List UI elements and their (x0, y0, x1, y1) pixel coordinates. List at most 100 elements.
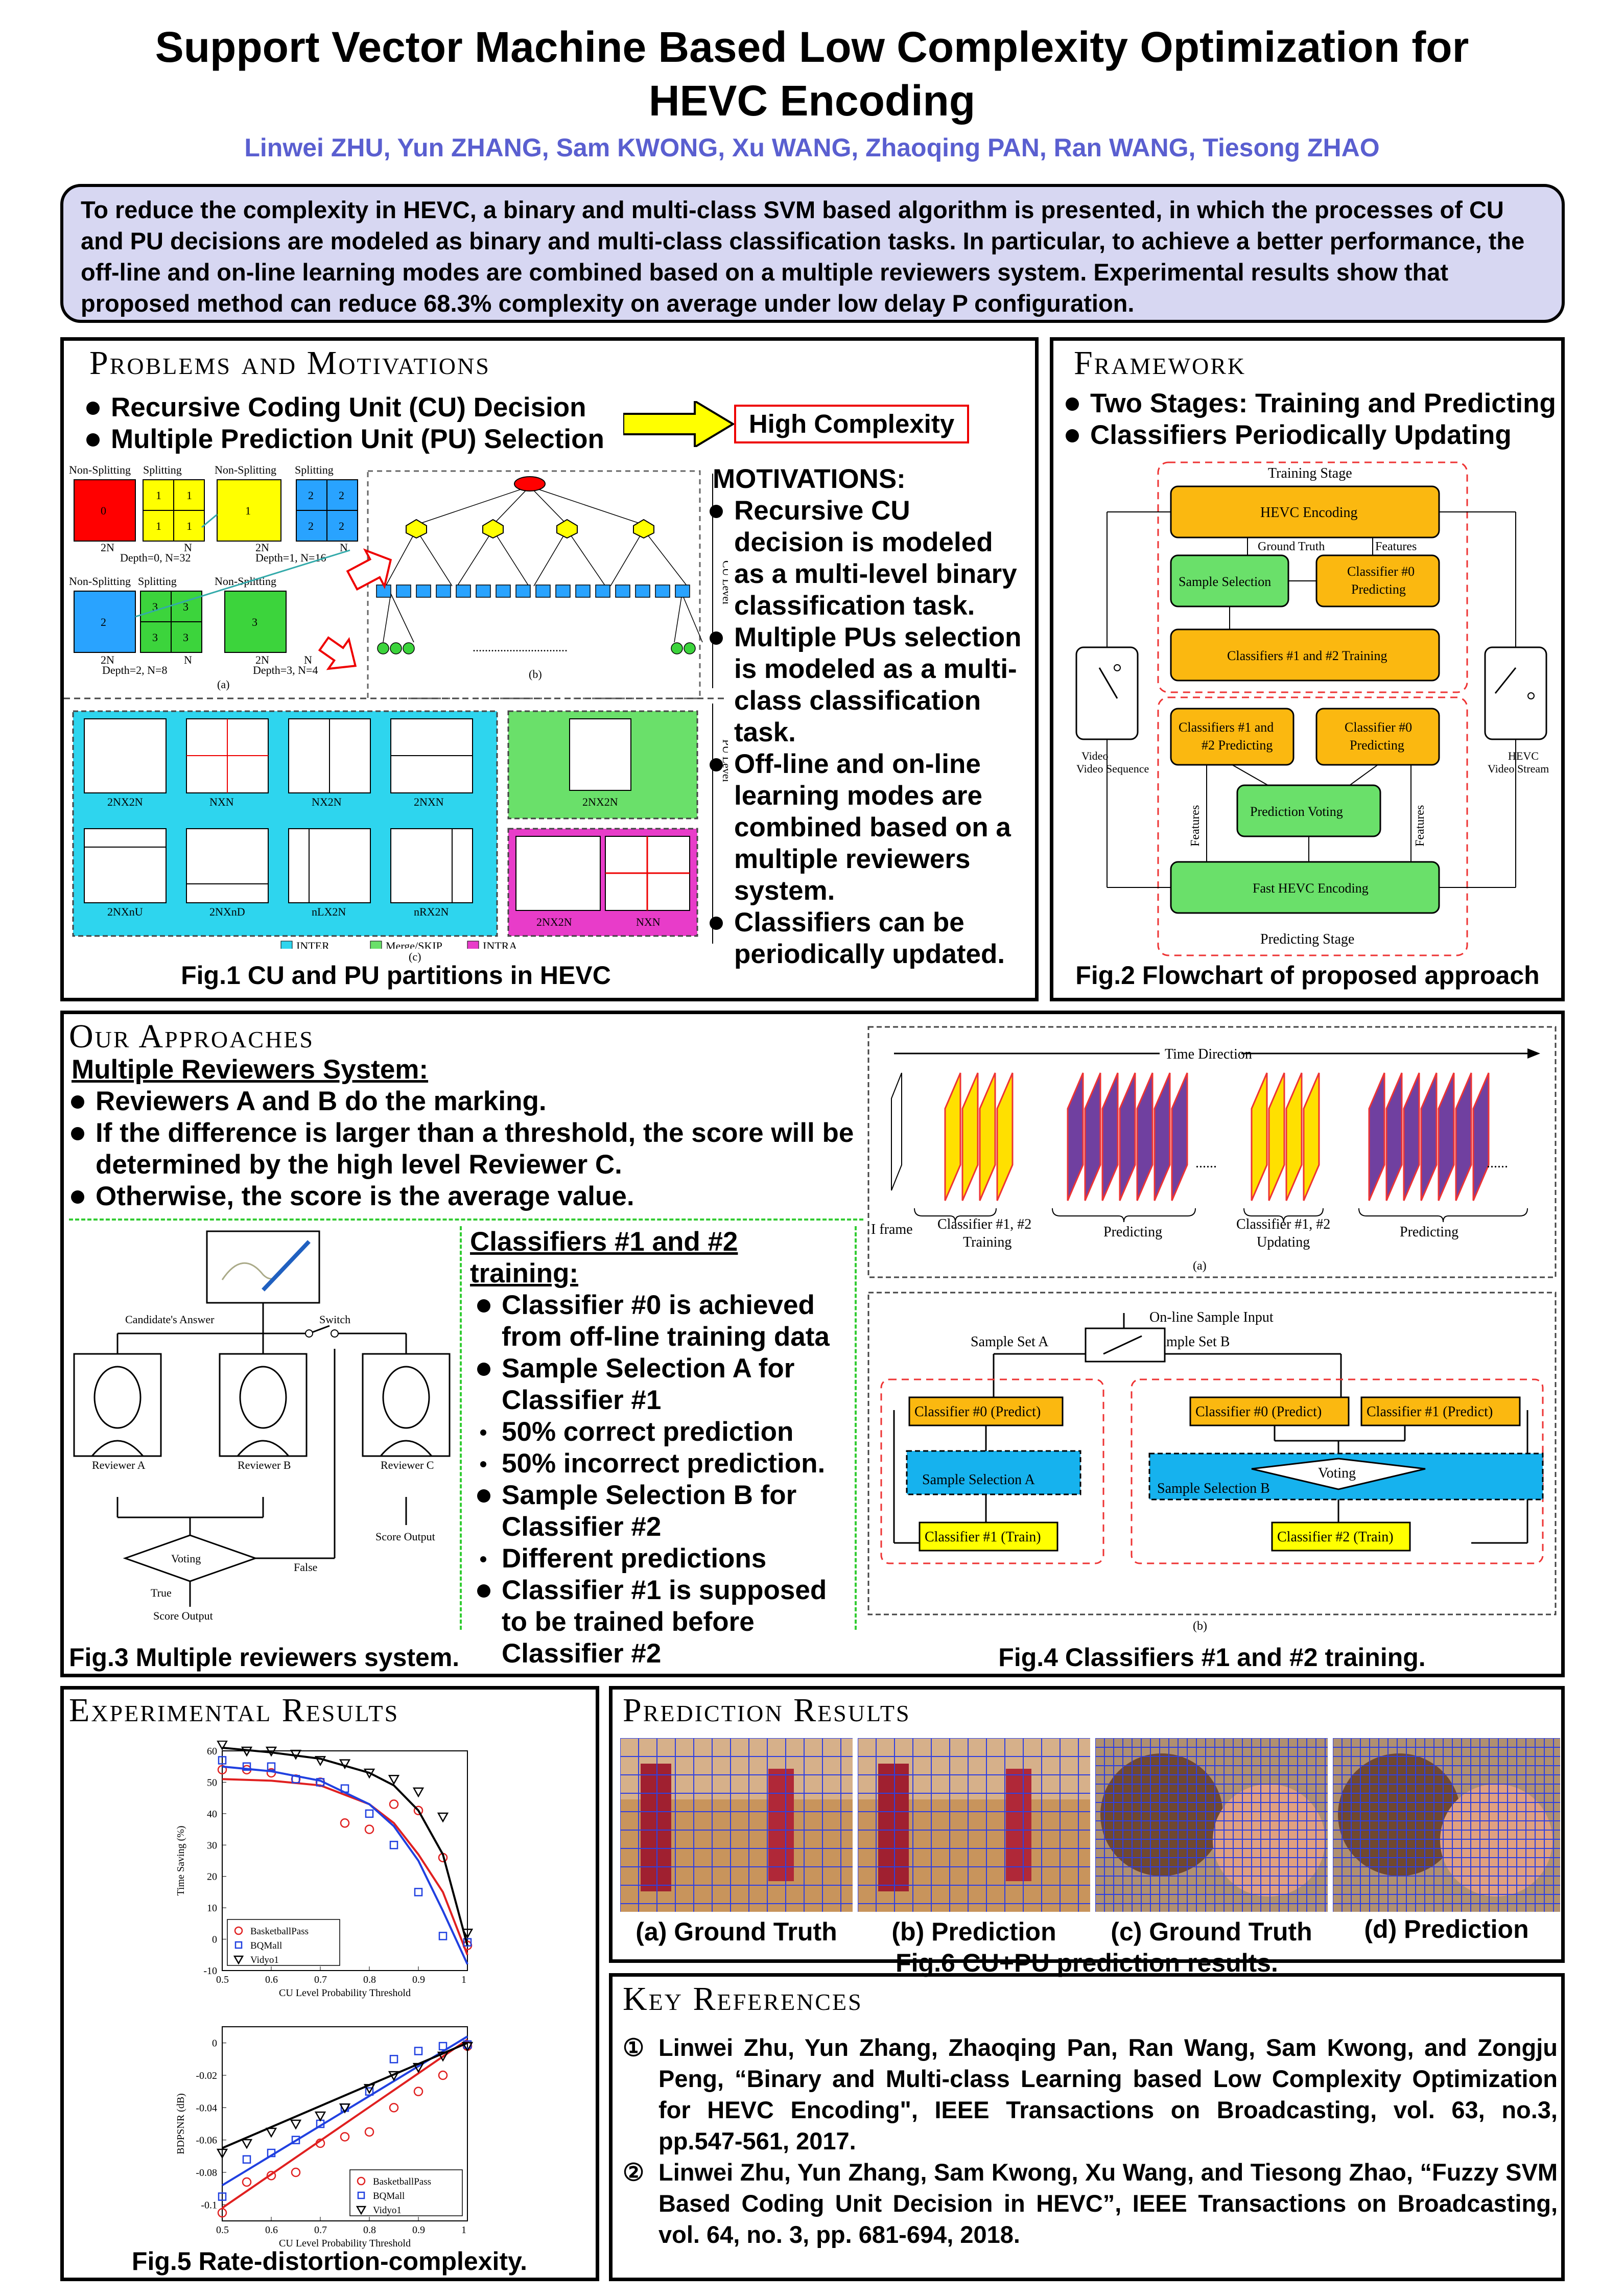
data-point (389, 1799, 399, 1809)
pu-shape (84, 828, 167, 903)
approach-bullet: Reviewers A and B do the marking. (64, 1086, 861, 1117)
data-point (437, 1812, 449, 1823)
svg-text:Time Direction: Time Direction (1165, 1046, 1252, 1062)
y-tick-label: 60 (207, 1746, 217, 1757)
motivation-item: Multiple PUs selection is modeled as a m… (702, 622, 1024, 748)
data-point (413, 2087, 423, 2096)
svg-text:1: 1 (156, 489, 161, 502)
data-point (364, 2127, 374, 2137)
data-point (412, 2063, 425, 2073)
video-frame (1101, 1072, 1119, 1201)
green-dashed-vertical (460, 1226, 462, 1630)
video-frame (1438, 1072, 1455, 1201)
prediction-label-d: (d) Prediction (1364, 1915, 1529, 1943)
x-tick-label: 0.8 (363, 1974, 376, 1985)
y-tick-label: -10 (203, 1965, 217, 1977)
cu-leaf (436, 584, 451, 598)
svg-text:2NX2N: 2NX2N (582, 795, 618, 808)
svg-text:Predicting Stage: Predicting Stage (1260, 931, 1354, 947)
svg-text:Sample Selection B: Sample Selection B (1157, 1481, 1270, 1496)
svg-text:Training: Training (963, 1234, 1011, 1250)
video-frame (1285, 1072, 1303, 1201)
label-non-splitting: Non-Splitting (69, 463, 131, 476)
data-point (388, 1775, 400, 1785)
video-frame (1136, 1072, 1154, 1201)
training-item: 50% correct prediction (470, 1416, 853, 1448)
data-point (363, 1768, 375, 1779)
video-frame (1119, 1072, 1136, 1201)
data-point (266, 2171, 276, 2181)
svg-text:#2 Predicting: #2 Predicting (1202, 738, 1273, 753)
problem-bullet: Multiple Prediction Unit (PU) Selection (79, 424, 667, 455)
y-tick-label: -0.04 (196, 2102, 217, 2114)
training-item: Classifier #0 is achieved from off-line … (470, 1290, 853, 1353)
prediction-panel: Prediction Results (a) Ground Truth (b) … (609, 1686, 1565, 1977)
prediction-label-a: (a) Ground Truth (636, 1917, 837, 1946)
training-item: Classifier #1 is supposed to be trained … (470, 1575, 853, 1670)
cu-leaf (515, 584, 531, 598)
video-frame (1084, 1072, 1101, 1201)
svg-text:Predicting: Predicting (1103, 1224, 1162, 1240)
video-frame (961, 1072, 979, 1201)
data-point (461, 1929, 474, 1939)
cu-leaf (376, 584, 391, 598)
svg-text:Classifier #0 (Predict): Classifier #0 (Predict) (1195, 1404, 1322, 1420)
svg-text:Score Output: Score Output (375, 1530, 435, 1543)
y-tick-label: 50 (207, 1777, 217, 1788)
cu-leaf (416, 584, 431, 598)
svg-text:Predicting: Predicting (1351, 582, 1406, 597)
svg-text:N: N (304, 653, 312, 666)
svg-text:......: ...... (1195, 1155, 1217, 1171)
svg-text:Classifiers #1 and: Classifiers #1 and (1179, 720, 1274, 735)
pu-label: 2NXnD (209, 905, 245, 918)
pu-label: 2NXnU (107, 905, 143, 918)
training-list: Classifier #0 is achieved from off-line … (470, 1290, 853, 1670)
reference-text: Linwei Zhu, Yun Zhang, Sam Kwong, Xu Wan… (658, 2159, 1558, 2248)
svg-text:Sample Selection A: Sample Selection A (922, 1472, 1035, 1488)
fig1-caption: Fig.1 CU and PU partitions in HEVC (181, 961, 611, 990)
x-tick-label: 0.6 (265, 2224, 278, 2236)
cu-leaf (655, 584, 670, 598)
bdpsnr-chart: 0.5 0.6 0.7 0.8 0.9 1 0 -0.02 -0.04 -0.06 -0.08 -0.… (175, 2026, 474, 2249)
pu-label: NX2N (312, 795, 342, 808)
svg-text:INTRA: INTRA (483, 940, 517, 949)
problems-bullets: Recursive Coding Unit (CU) Decision Mult… (79, 392, 667, 455)
svg-text:Reviewer B: Reviewer B (238, 1459, 291, 1471)
svg-text:False: False (294, 1561, 317, 1574)
video-frame (1403, 1072, 1420, 1201)
legend-label: Vidyo1 (373, 2205, 402, 2216)
pu-label: nLX2N (312, 905, 346, 918)
svg-text:N: N (340, 541, 348, 554)
svg-text:Features: Features (1414, 805, 1427, 847)
data-point (290, 2119, 302, 2130)
svg-text:Features: Features (1189, 805, 1202, 847)
video-frame (1251, 1072, 1268, 1201)
green-dashed-vertical-2 (855, 1226, 857, 1630)
data-point (241, 2139, 253, 2149)
legend-marker (357, 2191, 365, 2199)
svg-text:1: 1 (186, 520, 192, 532)
pu-shape (288, 828, 371, 903)
motivations-title: MOTIVATIONS: (713, 464, 906, 494)
fit-line (222, 2042, 468, 2149)
cu-leaf (496, 584, 511, 598)
legend-marker (357, 2176, 366, 2186)
data-point (291, 2167, 301, 2177)
y-tick-label: 0 (212, 1934, 217, 1946)
svg-text:INTER: INTER (296, 940, 329, 949)
reviewers-figure: Candidate's Answer Switch Reviewer A Rev… (73, 1230, 451, 1622)
svg-text:1: 1 (245, 504, 251, 517)
data-point (291, 2136, 300, 2144)
y-axis-label: Time Saving (%) (175, 1825, 186, 1895)
pu-label: NXN (209, 795, 234, 808)
time-saving-chart: 0.5 0.6 0.7 0.8 0.9 1 60 50 40 30 20 10 0 -10 CU Level… (175, 1741, 474, 1999)
cu-leaf (575, 584, 591, 598)
data-point (216, 2148, 228, 2159)
svg-text:Depth=3, N=4: Depth=3, N=4 (253, 664, 318, 676)
svg-text:Classifier #1, #2: Classifier #1, #2 (1236, 1216, 1330, 1232)
y-axis-label: BDPSNR (dB) (175, 2093, 186, 2154)
x-tick-label: 0.7 (314, 2224, 327, 2236)
data-point (365, 2087, 374, 2096)
data-point (267, 1762, 276, 1771)
data-point (290, 1749, 302, 1760)
